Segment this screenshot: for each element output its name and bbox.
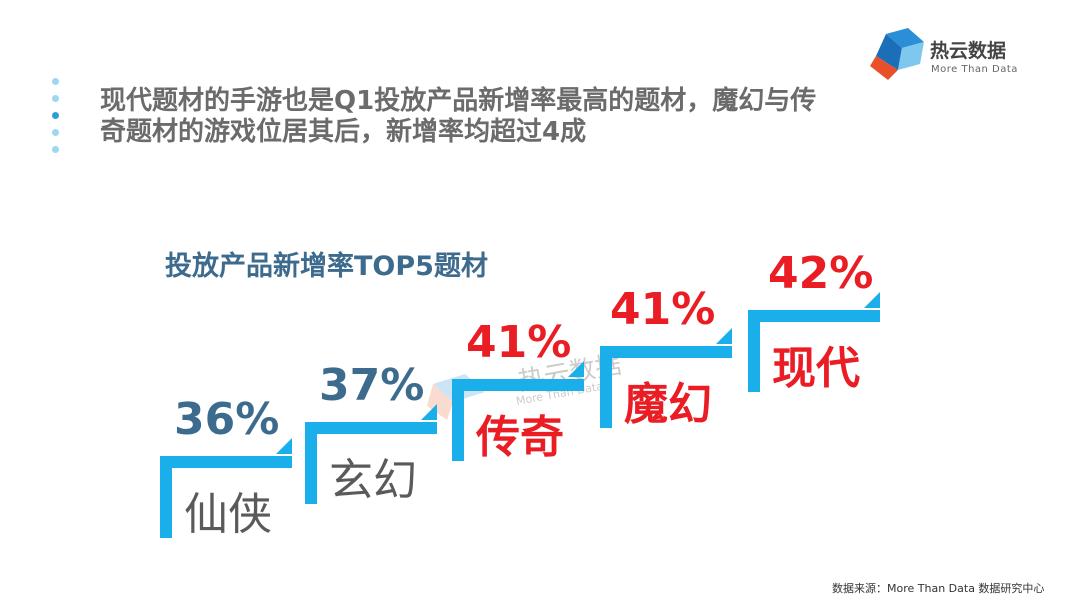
data-source: 数据来源：More Than Data 数据研究中心 [832,582,1045,595]
headline: 现代题材的手游也是Q1投放产品新增率最高的题材，魔幻与传奇题材的游戏位居其后，新… [100,86,817,147]
chart-title: 投放产品新增率TOP5题材 [165,251,488,282]
logo-icon [870,28,924,80]
stair-step-post [748,310,760,392]
category-label: 传奇 [476,412,564,463]
value-label: 41% [466,317,572,368]
bullet-dot [52,112,59,119]
stair-step-post [160,456,172,538]
bullet-dot [52,78,59,85]
category-label: 仙侠 [184,489,272,540]
bullet-dot [52,146,59,153]
stair-step-bar [600,346,732,358]
stair-step-bar [160,456,292,468]
bullet-dots [52,78,64,163]
logo-subtitle: More Than Data [931,64,1018,75]
category-label: 魔幻 [624,379,712,430]
stair-step-bar [452,379,584,391]
stair-step-triangle [421,404,437,420]
stair-step-triangle [864,292,880,308]
stair-step-triangle [716,328,732,344]
logo-name: 热云数据 [930,40,1007,62]
value-label: 37% [319,360,425,411]
category-label: 现代 [772,343,860,394]
value-label: 36% [174,394,280,445]
stair-step-triangle [276,438,292,454]
stair-step-post [452,379,464,461]
stair-step-post [305,422,317,504]
bullet-dot [52,129,59,136]
value-label: 41% [610,284,716,335]
stair-step-bar [748,310,880,322]
category-label: 玄幻 [329,455,417,506]
stair-step-bar [305,422,437,434]
bullet-dot [52,95,59,102]
stair-step-post [600,346,612,428]
stair-step-triangle [568,361,584,377]
value-label: 42% [768,248,874,299]
